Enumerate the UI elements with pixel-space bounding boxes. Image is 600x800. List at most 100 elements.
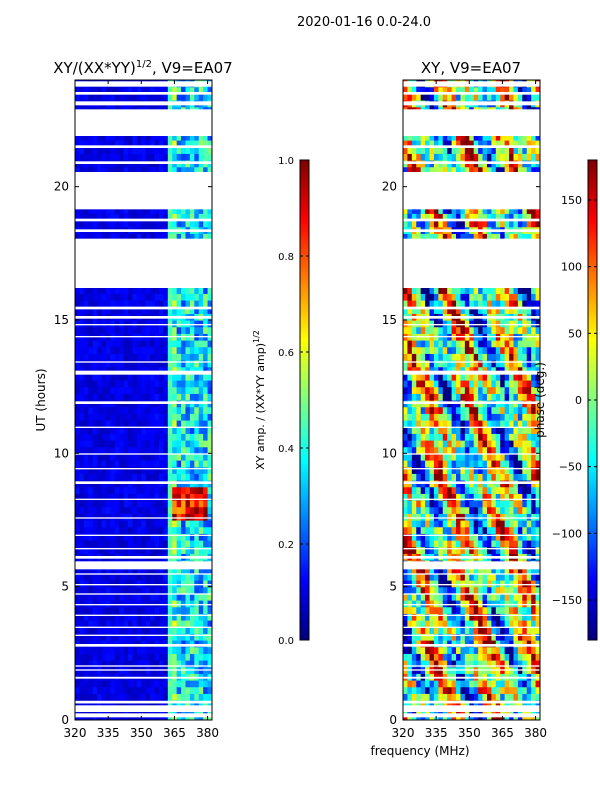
heatmap-cell [486, 133, 492, 141]
heatmap-cell [447, 433, 453, 441]
heatmap-cell [154, 700, 160, 708]
heatmap-cell [83, 340, 89, 348]
heatmap-cell [433, 693, 439, 701]
heatmap-cell [442, 366, 448, 374]
heatmap-cell [433, 500, 439, 508]
heatmap-cell [172, 686, 178, 694]
heatmap-cell [83, 440, 89, 448]
heatmap-cell [185, 453, 191, 461]
heatmap-cell [194, 586, 200, 594]
heatmap-cell [83, 406, 89, 414]
heatmap-cell [132, 140, 138, 148]
heatmap-cell [411, 460, 417, 468]
heatmap-cell [97, 680, 103, 688]
heatmap-cell [145, 613, 151, 621]
heatmap-cell [460, 446, 466, 454]
heatmap-cell [451, 300, 457, 308]
heatmap-cell [442, 353, 448, 361]
heatmap-cell [416, 593, 422, 601]
heatmap-cell [456, 526, 462, 534]
heatmap-cell [92, 540, 98, 548]
heatmap-cell [464, 653, 470, 661]
heatmap-cell [97, 326, 103, 334]
heatmap-cell [136, 700, 142, 708]
heatmap-cell [482, 680, 488, 688]
heatmap-cell [185, 326, 191, 334]
heatmap-cell [207, 700, 212, 708]
heatmap-cell [92, 293, 98, 301]
heatmap-cell [456, 206, 462, 214]
heatmap-cell [420, 353, 426, 361]
heatmap-cell [150, 593, 156, 601]
heatmap-cell [189, 393, 195, 401]
heatmap-cell [482, 513, 488, 521]
heatmap-cell [167, 693, 173, 701]
heatmap-cell [469, 213, 475, 221]
heatmap-cell [438, 680, 444, 688]
heatmap-cell [416, 540, 422, 548]
heatmap-cell [403, 220, 409, 228]
heatmap-cell [194, 520, 200, 528]
heatmap-cell [158, 580, 164, 588]
heatmap-cell [464, 520, 470, 528]
heatmap-cell [194, 686, 200, 694]
y-tick-label: 20 [54, 180, 69, 194]
heatmap-cell [478, 133, 484, 141]
heatmap-cell [203, 406, 209, 414]
heatmap-cell [416, 586, 422, 594]
heatmap-cell [79, 646, 85, 654]
heatmap-cell [407, 206, 413, 214]
heatmap-cell [88, 453, 94, 461]
heatmap-cell [119, 380, 125, 388]
heatmap-cell [447, 533, 453, 541]
heatmap-cell [167, 640, 173, 648]
heatmap-cell [403, 546, 409, 554]
heatmap-cell [403, 326, 409, 334]
heatmap-cell [110, 540, 116, 548]
heatmap-cell [420, 93, 426, 101]
heatmap-cell [451, 460, 457, 468]
flagged-row [75, 172, 212, 210]
heatmap-cell [438, 700, 444, 708]
heatmap-cell [83, 633, 89, 641]
heatmap-cell [123, 93, 129, 101]
heatmap-cell [464, 306, 470, 314]
heatmap-cell [194, 453, 200, 461]
heatmap-cell [447, 380, 453, 388]
heatmap-cell [189, 140, 195, 148]
heatmap-cell [464, 620, 470, 628]
heatmap-cell [123, 626, 129, 634]
heatmap-cell [460, 646, 466, 654]
heatmap-cell [75, 520, 81, 528]
heatmap-cell [438, 220, 444, 228]
heatmap-cell [447, 600, 453, 608]
heatmap-cell [425, 300, 431, 308]
heatmap-cell [114, 680, 120, 688]
heatmap-cell [119, 620, 125, 628]
heatmap-cell [145, 466, 151, 474]
heatmap-cell [128, 513, 134, 521]
heatmap-cell [172, 460, 178, 468]
heatmap-cell [438, 466, 444, 474]
heatmap-cell [101, 533, 107, 541]
heatmap-cell [110, 653, 116, 661]
heatmap-cell [141, 653, 147, 661]
heatmap-cell [456, 600, 462, 608]
heatmap-cell [203, 633, 209, 641]
heatmap-cell [88, 153, 94, 161]
heatmap-cell [163, 606, 169, 614]
heatmap-cell [176, 300, 182, 308]
heatmap-cell [185, 626, 191, 634]
heatmap-cell [172, 453, 178, 461]
heatmap-cell [97, 546, 103, 554]
heatmap-cell [185, 640, 191, 648]
heatmap-cell [403, 426, 409, 434]
heatmap-cell [447, 213, 453, 221]
heatmap-cell [75, 300, 81, 308]
heatmap-cell [145, 413, 151, 421]
heatmap-cell [207, 146, 212, 154]
heatmap-cell [425, 640, 431, 648]
heatmap-cell [119, 600, 125, 608]
heatmap-cell [433, 580, 439, 588]
heatmap-cell [416, 440, 422, 448]
